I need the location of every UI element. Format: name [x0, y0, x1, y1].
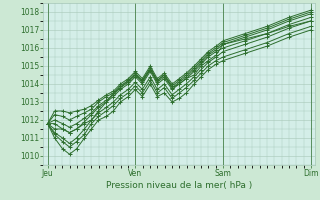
X-axis label: Pression niveau de la mer( hPa ): Pression niveau de la mer( hPa )	[106, 181, 252, 190]
